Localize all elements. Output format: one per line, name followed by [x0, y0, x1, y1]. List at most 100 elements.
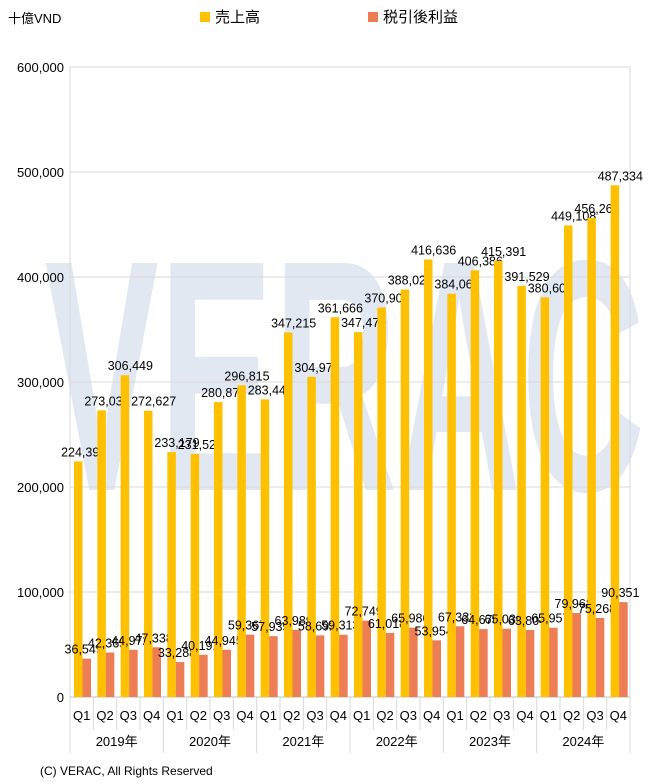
y-tick-label: 600,000: [17, 60, 64, 75]
profit-bar: [385, 632, 395, 697]
y-tick-label: 300,000: [17, 375, 64, 390]
profit-bar: [245, 634, 255, 697]
sales-bar: [167, 452, 176, 697]
x-tick-label-quarter: Q4: [610, 708, 627, 723]
profit-bar: [129, 649, 138, 697]
x-tick-label-quarter: Q1: [353, 708, 370, 723]
profit-data-label: 57,935: [251, 620, 289, 634]
profit-bar: [199, 654, 208, 697]
x-tick-label-year: 2020年: [189, 734, 231, 749]
profit-bar: [455, 626, 465, 697]
sales-bar: [447, 293, 456, 697]
sales-bar: [120, 375, 130, 697]
sales-bar: [517, 285, 526, 697]
x-tick-label-quarter: Q4: [423, 708, 440, 723]
profit-bar: [479, 629, 488, 697]
profit-data-label: 65,986: [391, 612, 429, 626]
sales-data-label: 224,397: [61, 445, 106, 459]
sales-data-label: 347,215: [271, 316, 316, 330]
x-tick-label-quarter: Q3: [306, 708, 323, 723]
sales-bar: [540, 297, 550, 697]
profit-bar: [525, 630, 535, 697]
legend-label-profit: 税引後利益: [383, 9, 459, 26]
sales-bar: [97, 410, 106, 697]
x-tick-label-quarter: Q2: [470, 708, 487, 723]
profit-data-label: 63,989: [275, 614, 313, 628]
y-tick-label: 100,000: [17, 585, 64, 600]
sales-bar: [470, 270, 480, 697]
sales-bar: [284, 332, 293, 697]
profit-bar: [432, 640, 441, 697]
x-tick-label-quarter: Q3: [400, 708, 417, 723]
profit-data-label: 44,972: [111, 634, 149, 648]
profit-data-label: 65,957: [531, 612, 569, 626]
sales-bar: [237, 385, 246, 697]
sales-bar: [260, 399, 270, 697]
sales-data-label: 347,470: [341, 316, 386, 330]
y-tick-label: 0: [57, 690, 64, 705]
sales-data-label: 361,666: [318, 301, 363, 315]
profit-bar: [549, 627, 558, 697]
x-tick-label-quarter: Q1: [73, 708, 90, 723]
x-tick-label-quarter: Q1: [446, 708, 463, 723]
profit-bar: [572, 613, 581, 697]
x-tick-label-year: 2019年: [96, 734, 138, 749]
x-tick-label-quarter: Q1: [166, 708, 183, 723]
profit-bar: [105, 652, 115, 697]
y-tick-label: 400,000: [17, 270, 64, 285]
sales-data-label: 273,033: [84, 394, 129, 408]
y-tick-label: 500,000: [17, 165, 64, 180]
sales-bar: [494, 260, 503, 697]
profit-bar: [292, 629, 301, 697]
sales-bar: [144, 410, 153, 697]
x-tick-label-year: 2023年: [469, 734, 511, 749]
legend-item-profit: 税引後利益: [368, 6, 458, 27]
profit-data-label: 42,365: [88, 637, 126, 651]
profit-data-label: 53,954: [415, 624, 453, 638]
x-tick-label-quarter: Q2: [376, 708, 393, 723]
sales-data-label: 380,601: [528, 281, 573, 295]
profit-data-label: 61,018: [368, 617, 406, 631]
sales-data-label: 296,815: [224, 369, 269, 383]
profit-bar: [315, 635, 325, 697]
y-axis-unit-label: 十億VND: [8, 11, 62, 26]
sales-data-label: 406,386: [458, 254, 503, 268]
x-tick-label-quarter: Q2: [190, 708, 207, 723]
profit-data-label: 59,313: [321, 619, 359, 633]
sales-data-label: 456,260: [574, 202, 619, 216]
profit-data-label: 47,338: [135, 631, 173, 645]
sales-bar: [377, 307, 386, 697]
sales-data-label: 384,069: [434, 278, 479, 292]
sales-bar: [587, 217, 596, 697]
sales-bar: [564, 225, 573, 698]
profit-bar: [502, 628, 511, 697]
sales-bar: [610, 185, 620, 697]
profit-data-label: 79,968: [555, 597, 593, 611]
sales-data-label: 370,909: [364, 292, 409, 306]
profit-data-label: 44,945: [205, 634, 243, 648]
profit-bar: [619, 602, 628, 697]
sales-bar: [330, 317, 340, 697]
sales-bar: [307, 376, 316, 697]
profit-bar: [269, 636, 278, 697]
profit-bar: [152, 647, 161, 697]
profit-data-label: 63,804: [508, 614, 546, 628]
sales-data-label: 233,179: [154, 436, 199, 450]
profit-data-label: 72,749: [345, 605, 383, 619]
x-tick-label-year: 2024年: [562, 734, 604, 749]
legend-swatch-profit: [368, 11, 378, 22]
x-tick-label-year: 2021年: [282, 734, 324, 749]
sales-data-label: 415,391: [481, 245, 526, 259]
sales-bar: [74, 461, 83, 697]
profit-data-label: 59,367: [228, 619, 266, 633]
sales-data-label: 449,108: [551, 209, 596, 223]
sales-data-label: 304,975: [294, 361, 339, 375]
profit-data-label: 65,030: [485, 613, 523, 627]
profit-bar: [339, 634, 348, 697]
x-tick-label-quarter: Q3: [120, 708, 137, 723]
y-tick-label: 200,000: [17, 480, 64, 495]
x-tick-label-quarter: Q3: [213, 708, 230, 723]
copyright-text: (C) VERAC, All Rights Reserved: [40, 764, 213, 778]
x-tick-label-quarter: Q2: [563, 708, 580, 723]
